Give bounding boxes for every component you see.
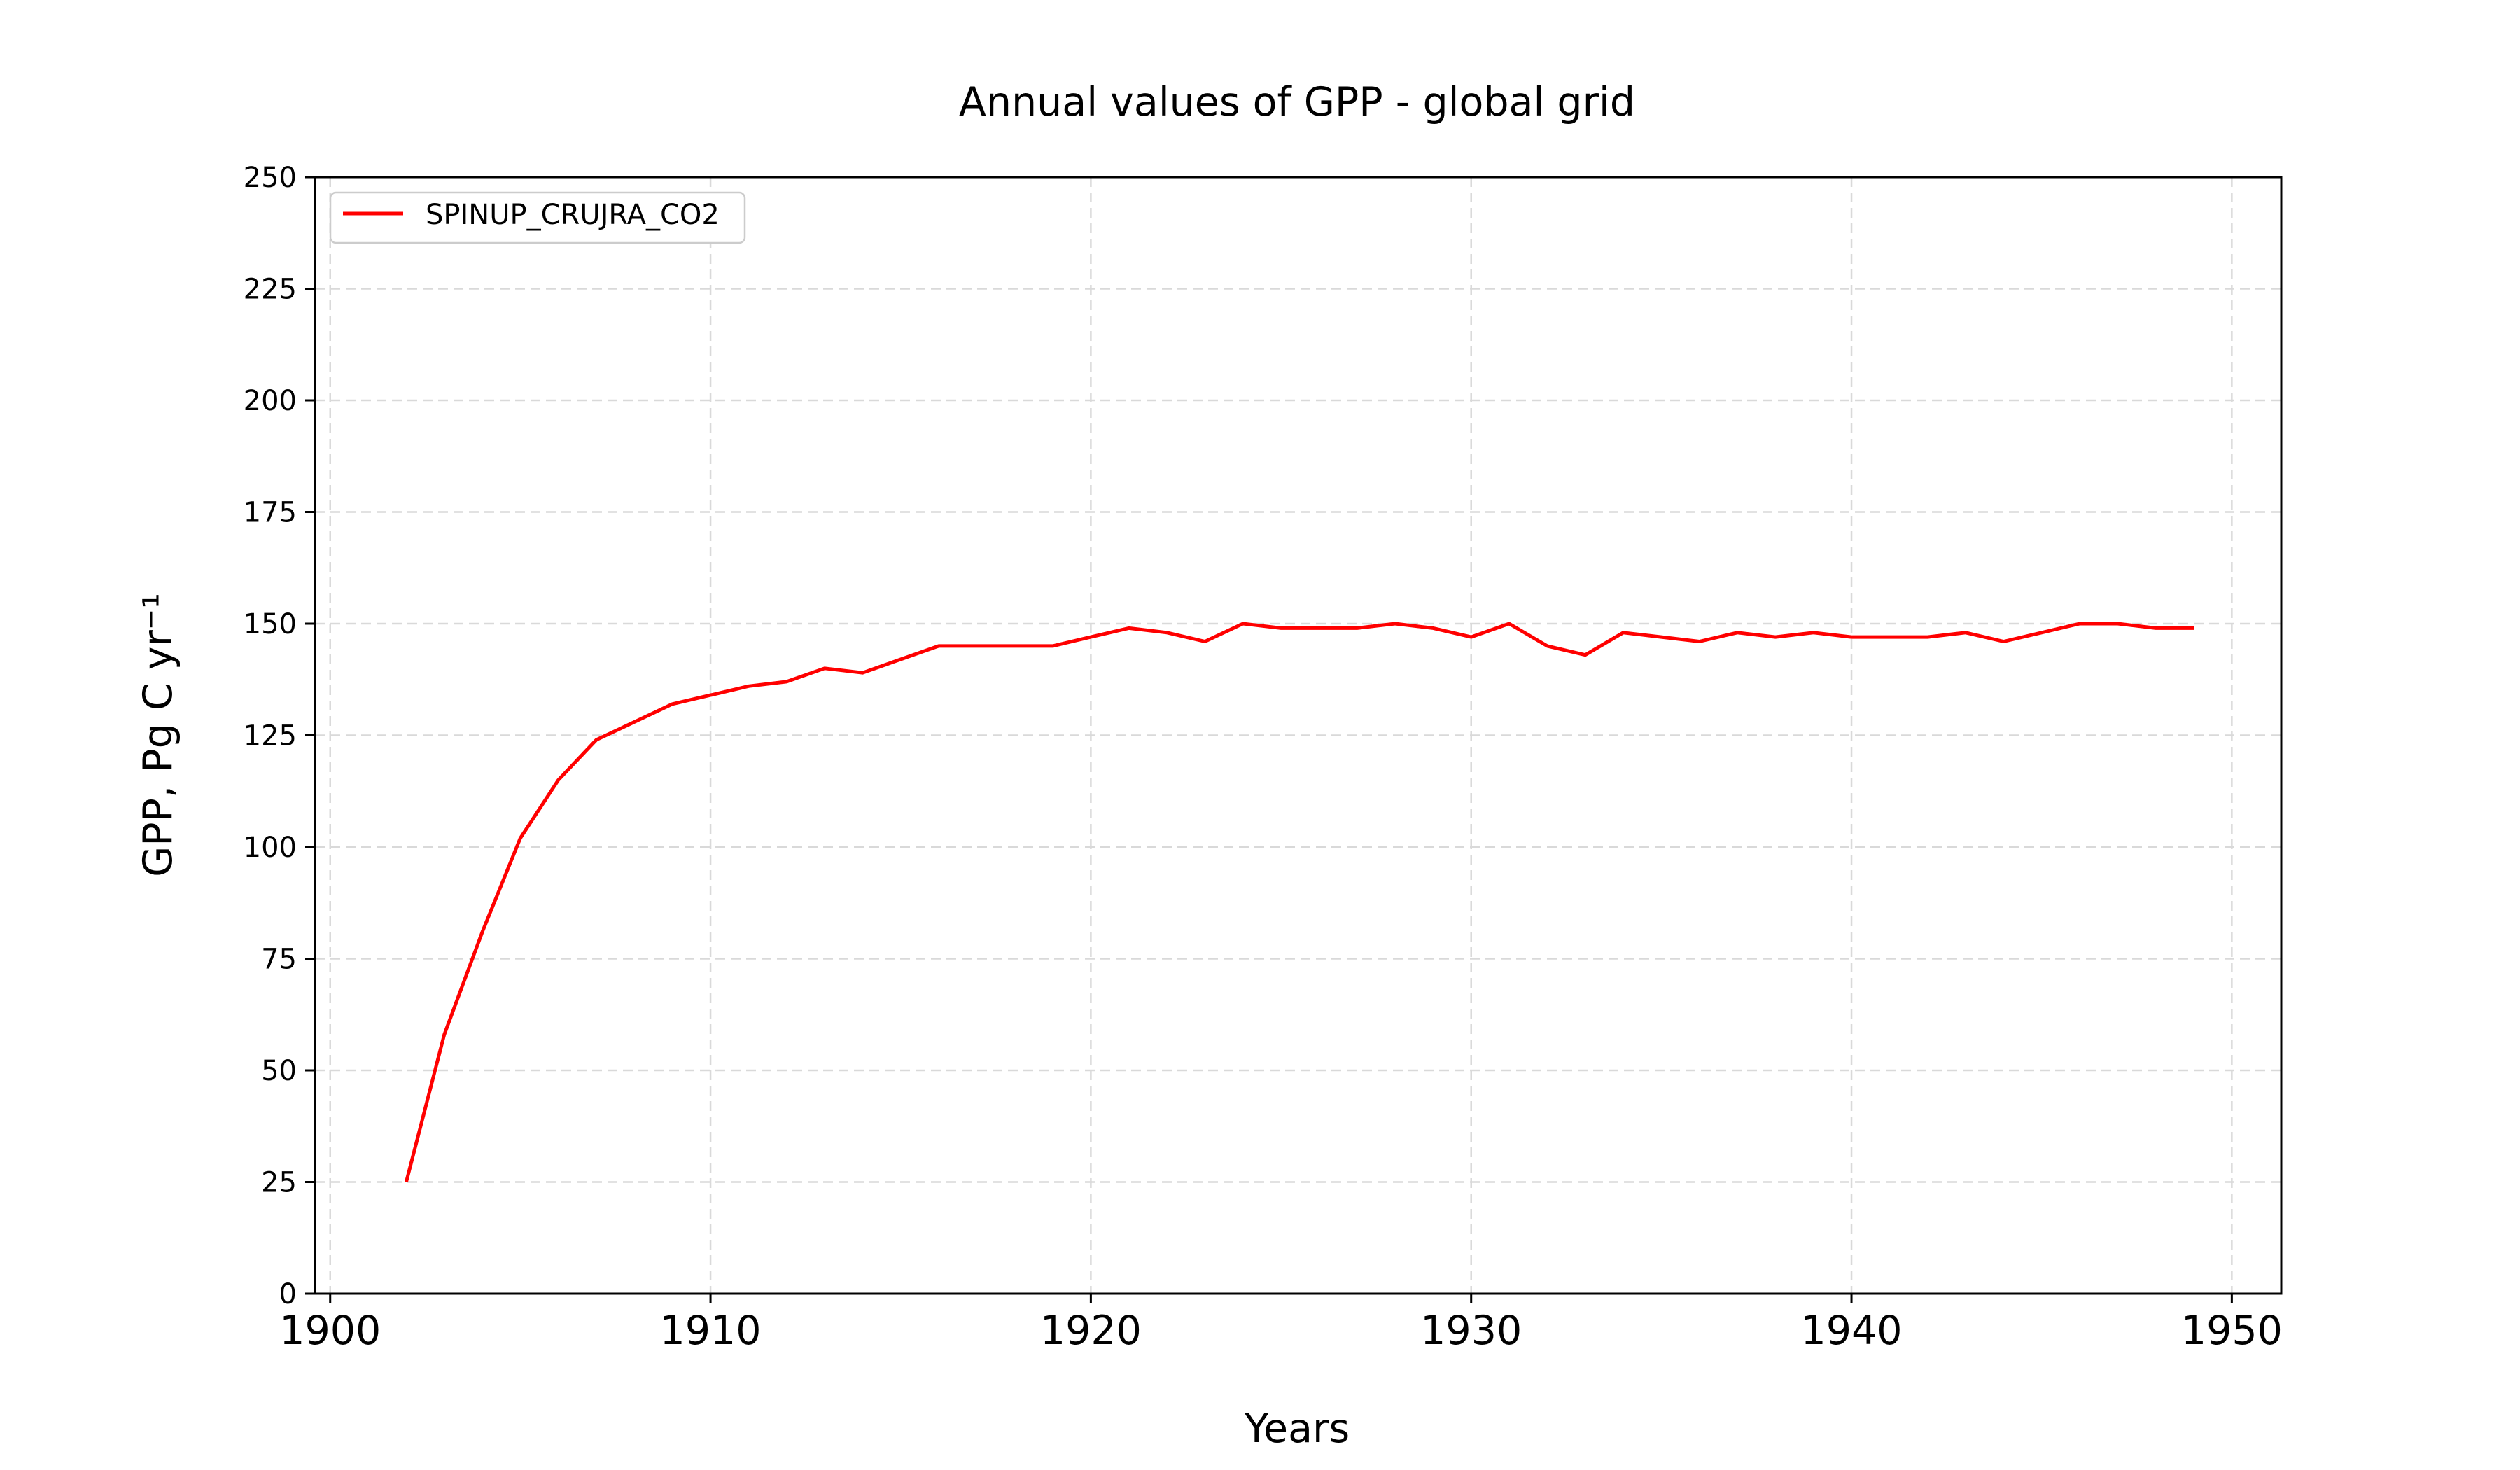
legend-box (329, 191, 746, 244)
y-axis-label: GPP, Pg C yr⁻¹ (135, 593, 181, 877)
y-tick-label: 25 (261, 1167, 297, 1199)
x-tick-label: 1940 (1801, 1308, 1903, 1354)
line-layer (404, 622, 2194, 1183)
y-tick-label: 75 (261, 944, 297, 976)
x-tick-label: 1920 (1040, 1308, 1142, 1354)
x-axis-label: Years (1244, 1406, 1350, 1452)
legend-label-spinup-crujra-co2: SPINUP_CRUJRA_CO2 (426, 199, 720, 231)
y-tick-label: 100 (244, 832, 297, 864)
y-tick-label: 250 (244, 162, 297, 194)
y-tick-label: 200 (244, 385, 297, 417)
y-tick-label: 150 (244, 608, 297, 640)
x-tick-label: 1900 (279, 1308, 381, 1354)
legend: SPINUP_CRUJRA_CO2 (329, 191, 746, 244)
y-tick-label: 225 (244, 274, 297, 306)
y-tick-label: 50 (261, 1055, 297, 1087)
x-tick-label: 1930 (1420, 1308, 1522, 1354)
y-tick-label: 125 (244, 720, 297, 752)
y-tick-label: 175 (244, 497, 297, 529)
tick-layer: 1900 1910 1920 1930 1940 1950 0 25 50 75 100 125 150… (244, 162, 2283, 1354)
x-tick-label: 1910 (660, 1308, 762, 1354)
y-tick-label: 0 (279, 1278, 297, 1310)
series-line-0 (404, 622, 2194, 1183)
chart-title: Annual values of GPP - global grid (959, 79, 1635, 125)
x-tick-label: 1950 (2181, 1308, 2283, 1354)
